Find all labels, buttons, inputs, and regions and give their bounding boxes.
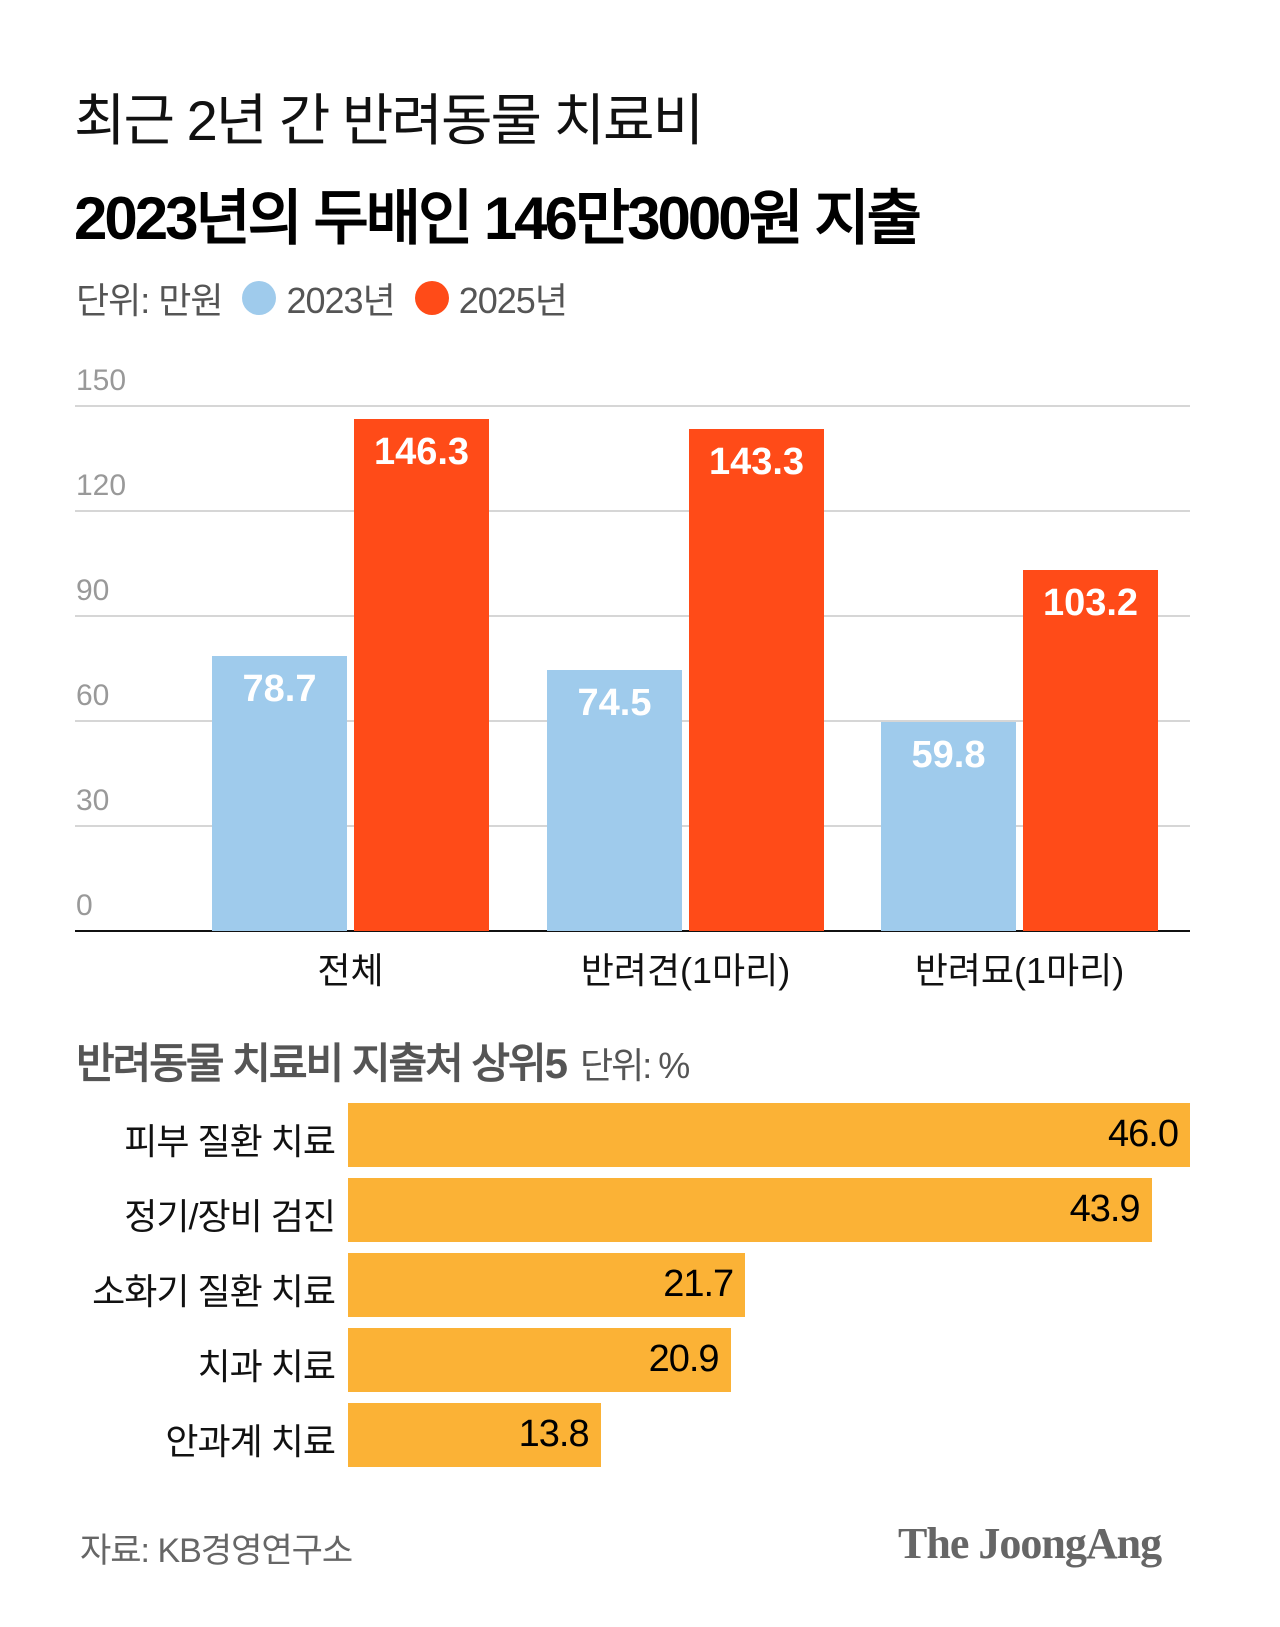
legend-label-2025: 2025년 bbox=[458, 280, 568, 321]
category-label: 소화기 질환 치료 bbox=[92, 1271, 336, 1312]
y-tick-label: 120 bbox=[76, 469, 127, 502]
section-unit: 단위: % bbox=[580, 1045, 690, 1086]
gridline bbox=[75, 405, 1190, 407]
bar-value-label: 78.7 bbox=[242, 667, 317, 710]
chart-subtitle: 2023년의 두배인 146만3000원 지출 bbox=[74, 185, 922, 252]
legend-dot-2023 bbox=[242, 281, 277, 315]
y-tick-label: 90 bbox=[76, 574, 110, 607]
source-note: 자료: KB경영연구소 bbox=[80, 1532, 353, 1570]
share-bar bbox=[348, 1103, 1190, 1167]
share-bar bbox=[348, 1253, 746, 1317]
x-category-label: 전체 bbox=[317, 950, 384, 991]
legend-dot-2025 bbox=[414, 281, 449, 315]
bar-value-label: 143.3 bbox=[708, 441, 805, 484]
x-category-label: 반려묘(1마리) bbox=[914, 950, 1125, 991]
bar-value-label: 74.5 bbox=[577, 682, 652, 725]
bar-2023 bbox=[547, 670, 682, 931]
bar-value-label: 103.2 bbox=[1042, 581, 1139, 624]
gridline bbox=[75, 615, 1190, 617]
bar-value-label: 146.3 bbox=[373, 430, 470, 473]
legend: 단위: 만원 2023년 2025년 bbox=[76, 272, 568, 324]
share-value-label: 21.7 bbox=[663, 1263, 734, 1305]
bar-2025 bbox=[354, 418, 489, 931]
section-title: 반려동물 치료비 지출처 상위5 단위: % bbox=[76, 1030, 690, 1091]
y-tick-label: 60 bbox=[76, 679, 110, 712]
share-value-label: 46.0 bbox=[1108, 1113, 1179, 1155]
share-value-label: 20.9 bbox=[648, 1338, 720, 1380]
section-title-text: 반려동물 치료비 지출처 상위5 bbox=[76, 1040, 568, 1087]
publisher-logo: The JoongAng bbox=[898, 1519, 1162, 1568]
category-label: 피부 질환 치료 bbox=[124, 1121, 336, 1162]
category-label: 안과계 치료 bbox=[165, 1421, 336, 1462]
x-category-label: 반려견(1마리) bbox=[580, 950, 791, 991]
chart-title: 최근 2년 간 반려동물 치료비 bbox=[74, 89, 704, 152]
bar-value-label: 59.8 bbox=[911, 733, 986, 776]
share-bar bbox=[348, 1328, 731, 1392]
bar-2025 bbox=[689, 429, 824, 931]
y-tick-label: 150 bbox=[76, 364, 127, 397]
y-tick-label: 30 bbox=[76, 784, 110, 817]
gridline bbox=[75, 930, 1190, 932]
bar-2025 bbox=[1023, 569, 1158, 931]
category-label: 정기/장비 검진 bbox=[124, 1196, 336, 1237]
share-value-label: 13.8 bbox=[518, 1413, 590, 1455]
unit-label: 단위: 만원 bbox=[76, 280, 223, 321]
share-bar bbox=[348, 1178, 1152, 1242]
share-bar bbox=[348, 1403, 601, 1467]
gridline bbox=[75, 510, 1190, 512]
legend-label-2023: 2023년 bbox=[286, 280, 395, 321]
bar-2023 bbox=[881, 721, 1016, 931]
bar-2023 bbox=[212, 655, 347, 931]
share-value-label: 43.9 bbox=[1069, 1188, 1141, 1230]
y-tick-label: 0 bbox=[76, 889, 93, 922]
category-label: 치과 치료 bbox=[197, 1346, 336, 1387]
